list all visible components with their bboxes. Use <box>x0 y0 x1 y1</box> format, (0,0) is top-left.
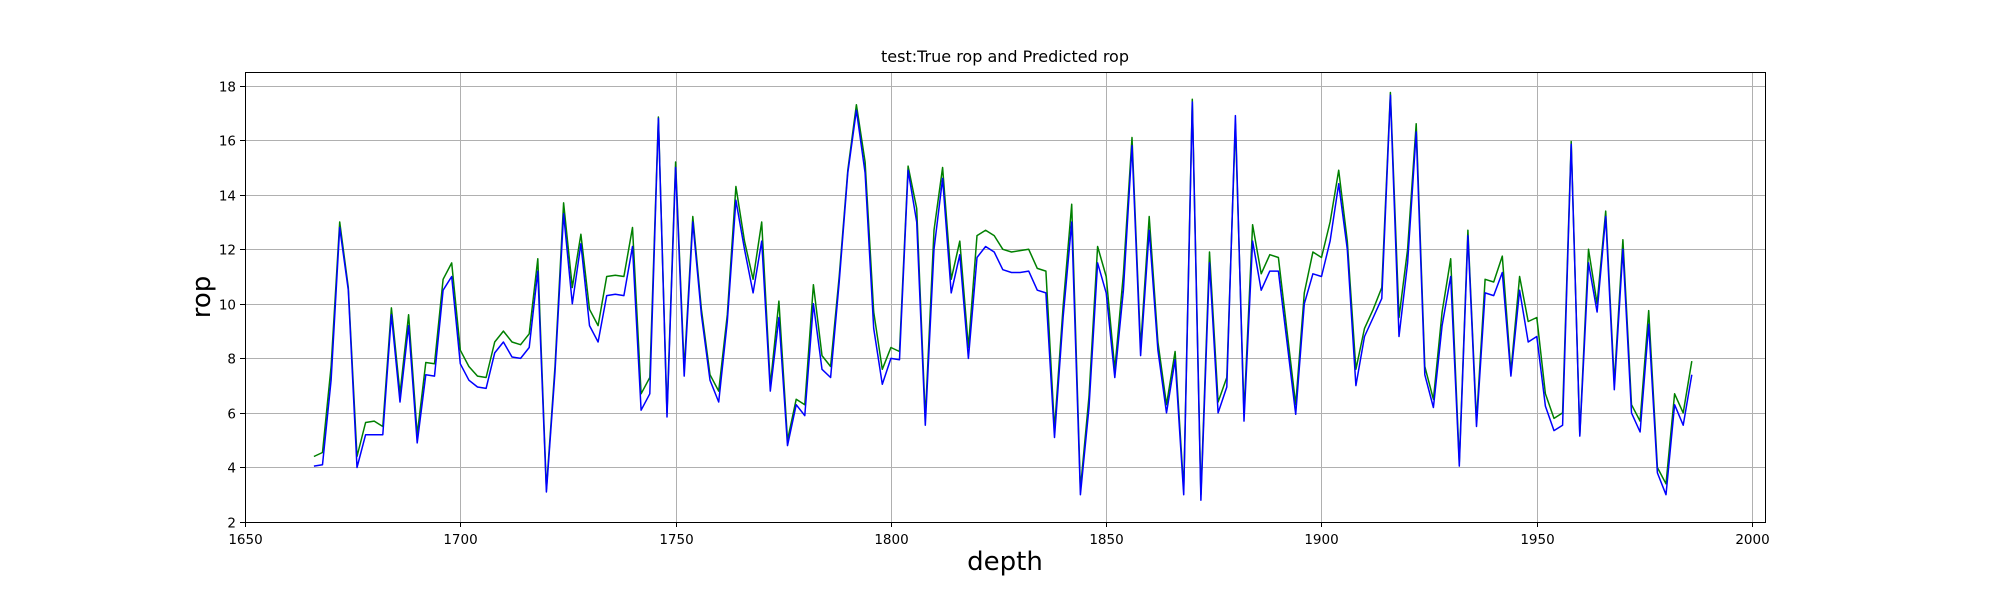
plot-frame <box>245 72 1766 523</box>
x-tick-label: 1950 <box>1520 532 1554 548</box>
y-tick-label: 4 <box>227 461 236 477</box>
x-tick-label: 1650 <box>228 532 262 548</box>
y-tick-label: 16 <box>219 134 236 150</box>
x-tick-label: 2000 <box>1735 532 1769 548</box>
y-tick-label: 6 <box>227 407 236 423</box>
axis-ticks: 1650 1700 1750 1800 1850 1900 1950 2000 2 4 6 8 10 12… <box>219 80 1770 549</box>
series-line-1 <box>313 94 1693 501</box>
x-axis-label: depth <box>967 547 1043 577</box>
y-tick-label: 18 <box>219 80 236 96</box>
chart-title: test:True rop and Predicted rop <box>881 47 1129 66</box>
y-tick-label: 14 <box>219 189 236 205</box>
grid <box>245 72 1765 523</box>
y-tick-label: 8 <box>227 352 236 368</box>
y-axis-label: rop <box>187 276 217 319</box>
y-tick-label: 12 <box>219 243 236 259</box>
y-tick-label: 10 <box>219 298 236 314</box>
x-tick-label: 1700 <box>443 532 477 548</box>
x-tick-label: 1750 <box>659 532 693 548</box>
x-tick-label: 1800 <box>874 532 908 548</box>
series-layer <box>313 91 1693 501</box>
x-tick-label: 1900 <box>1304 532 1338 548</box>
x-tick-label: 1850 <box>1089 532 1123 548</box>
y-tick-label: 2 <box>227 516 236 532</box>
